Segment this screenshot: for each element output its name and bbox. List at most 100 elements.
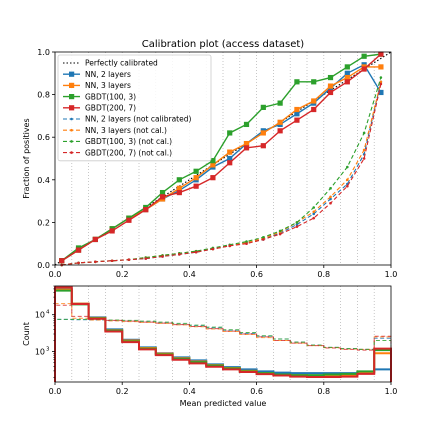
data-point bbox=[260, 104, 266, 110]
legend-item: Perfectly calibrated bbox=[63, 59, 158, 68]
data-point bbox=[344, 74, 350, 81]
data-point bbox=[243, 145, 250, 151]
data-point bbox=[260, 143, 266, 149]
bottom-x-ticks: 0.0 0.2 0.4 0.6 0.8 1.0 bbox=[49, 382, 397, 396]
x-tick-label: 0.8 bbox=[317, 270, 330, 279]
data-point bbox=[346, 184, 349, 188]
legend-item: NN, 2 layers bbox=[63, 70, 131, 79]
histogram-gbdt-200-7-not-cal bbox=[54, 304, 392, 382]
data-point bbox=[227, 149, 233, 155]
y-tick-label: 0.8 bbox=[37, 91, 50, 100]
bottom-series-group bbox=[54, 286, 392, 382]
data-point bbox=[362, 157, 366, 160]
legend-label: NN, 2 layers bbox=[85, 70, 131, 79]
legend-label: NN, 3 layers bbox=[85, 81, 131, 90]
series-gbdt-200-7 bbox=[59, 51, 384, 264]
data-point bbox=[278, 229, 282, 233]
data-point bbox=[178, 253, 181, 256]
x-tick-label: 0.4 bbox=[183, 270, 196, 279]
data-point bbox=[210, 175, 216, 181]
top-y-ticks: 0.0 0.2 0.4 0.6 0.8 1.0 bbox=[37, 48, 55, 270]
data-point bbox=[243, 140, 250, 147]
data-point bbox=[295, 225, 299, 228]
data-point bbox=[311, 106, 317, 113]
x-axis-label: Mean predicted value bbox=[180, 399, 267, 408]
legend-marker bbox=[70, 151, 73, 154]
legend-label: GBDT(100, 3) (not cal.) bbox=[85, 137, 172, 146]
data-point bbox=[379, 76, 383, 79]
data-point bbox=[210, 158, 216, 164]
legend-label: GBDT(100, 3) bbox=[85, 92, 136, 101]
x-tick-label: 1.0 bbox=[385, 270, 398, 279]
data-point bbox=[278, 232, 282, 236]
legend-marker bbox=[69, 82, 75, 88]
data-point bbox=[362, 131, 366, 135]
data-point bbox=[193, 168, 199, 174]
y-tick-label: 1.0 bbox=[37, 48, 50, 57]
y-tick-exponent: 4 bbox=[46, 310, 50, 316]
data-point bbox=[295, 221, 299, 224]
data-point bbox=[227, 160, 233, 166]
data-point bbox=[346, 165, 349, 169]
series-line-gbdt-200-7-not-cal bbox=[61, 83, 382, 266]
data-point bbox=[294, 111, 300, 117]
data-point bbox=[327, 83, 334, 89]
data-point bbox=[262, 238, 265, 241]
data-point bbox=[329, 195, 332, 199]
data-point bbox=[193, 183, 199, 189]
data-point bbox=[344, 70, 350, 76]
legend-item: NN, 2 layers (not calibrated) bbox=[63, 115, 191, 124]
legend-item: GBDT(100, 3) bbox=[63, 92, 136, 101]
data-point bbox=[361, 66, 367, 72]
x-tick-label: 0.2 bbox=[116, 387, 129, 396]
histogram-gbdt-200-7 bbox=[54, 286, 392, 382]
data-point bbox=[344, 79, 350, 85]
data-point bbox=[312, 216, 316, 220]
legend-marker bbox=[70, 117, 73, 121]
x-tick-label: 0.0 bbox=[49, 387, 62, 396]
data-point bbox=[94, 260, 97, 264]
data-point bbox=[126, 217, 132, 223]
data-point bbox=[228, 244, 232, 248]
y-axis-label: Fraction of positives bbox=[22, 118, 31, 198]
data-point bbox=[379, 82, 383, 86]
top-series-group bbox=[54, 51, 392, 267]
legend-item: GBDT(100, 3) (not cal.) bbox=[63, 137, 172, 146]
data-point bbox=[378, 64, 384, 70]
data-point bbox=[312, 206, 316, 209]
data-point bbox=[143, 207, 149, 213]
data-point bbox=[176, 177, 182, 183]
legend-item: GBDT(200, 7) bbox=[63, 104, 136, 113]
x-tick-label: 0.4 bbox=[183, 387, 196, 396]
data-point bbox=[312, 210, 316, 214]
x-tick-label: 0.2 bbox=[116, 270, 129, 279]
x-tick-label: 0.8 bbox=[317, 387, 330, 396]
y-tick-label: 0.6 bbox=[37, 133, 50, 142]
count-axis-label: Count bbox=[22, 322, 31, 346]
legend-marker bbox=[70, 140, 73, 143]
chart-title: Calibration plot (access dataset) bbox=[142, 39, 305, 50]
top-x-ticks: 0.0 0.2 0.4 0.6 0.8 1.0 bbox=[49, 265, 398, 279]
data-point bbox=[144, 257, 148, 260]
legend-label: GBDT(200, 7) (not cal.) bbox=[85, 148, 172, 157]
data-point bbox=[245, 240, 248, 243]
data-point bbox=[176, 185, 182, 191]
legend: Perfectly calibrated NN, 2 layers NN, 3 la… bbox=[57, 54, 212, 162]
data-point bbox=[245, 242, 248, 245]
legend-label: Perfectly calibrated bbox=[85, 59, 158, 68]
data-point bbox=[227, 130, 233, 136]
legend-marker bbox=[69, 71, 75, 77]
data-point bbox=[262, 236, 265, 239]
data-point bbox=[243, 121, 250, 128]
y-tick-label: 0.2 bbox=[37, 218, 50, 227]
legend-box bbox=[57, 54, 212, 162]
data-point bbox=[77, 261, 80, 265]
data-point bbox=[277, 119, 283, 125]
data-point bbox=[277, 128, 283, 134]
data-point bbox=[327, 74, 334, 81]
legend-marker bbox=[69, 94, 75, 100]
data-point bbox=[277, 100, 283, 106]
